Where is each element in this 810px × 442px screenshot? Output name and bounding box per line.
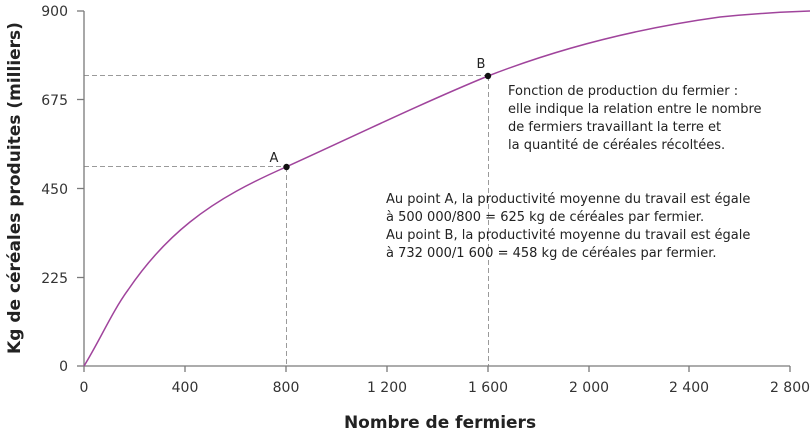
x-tick-label: 1 200 [367, 380, 407, 396]
point-a-marker [283, 163, 290, 171]
x-tick-label: 400 [172, 380, 199, 396]
x-tick-label: 0 [80, 380, 89, 396]
guide-lines [84, 75, 489, 366]
production-function-annotation: Fonction de production du fermier : elle… [508, 84, 762, 153]
x-tick-label: 2 000 [569, 380, 609, 396]
y-tick-labels: 900 675 450 225 0 [41, 4, 68, 375]
productivity-annotation: Au point A, la productivité moyenne du t… [386, 192, 751, 261]
x-tick-label: 2 400 [669, 380, 709, 396]
y-tick-label: 450 [41, 182, 68, 198]
y-axis-title: Kg de céréales produites (milliers) [5, 22, 25, 354]
y-tick-label: 900 [41, 4, 68, 20]
point-a-label: A [270, 151, 279, 166]
axes [77, 10, 791, 372]
x-axis-title: Nombre de fermiers [344, 413, 536, 433]
x-tick-label: 2 800 [770, 380, 810, 396]
y-tick-label: 675 [41, 93, 68, 109]
x-tick-label: 800 [273, 380, 300, 396]
point-b-marker [484, 72, 492, 80]
x-tick-label: 1 600 [468, 380, 508, 396]
y-tick-label: 0 [59, 359, 68, 375]
production-curve [83, 10, 810, 367]
point-b-label: B [477, 57, 486, 72]
x-tick-labels: 0 400 800 1 200 1 600 2 000 2 400 2 800 [80, 380, 810, 396]
y-tick-label: 225 [41, 271, 68, 287]
